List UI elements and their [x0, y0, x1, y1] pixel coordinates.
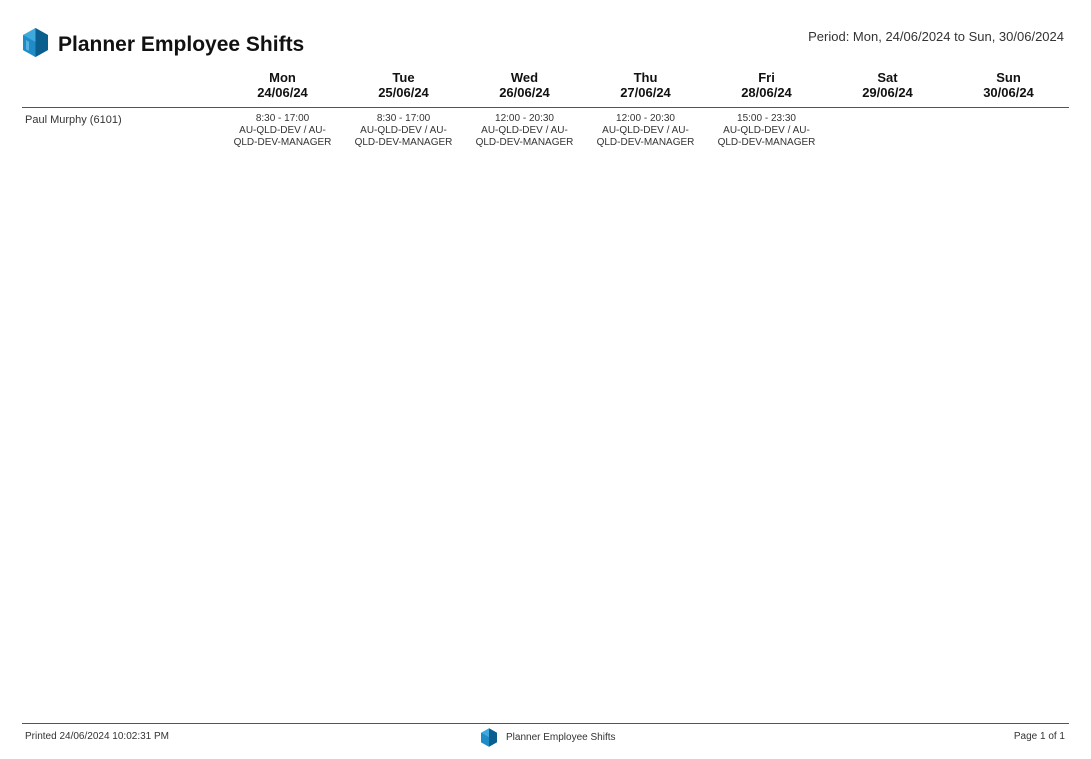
days-header: Mon 24/06/24 Tue 25/06/24 Wed 26/06/24 T…	[222, 70, 1069, 102]
shift-cell-sun	[948, 113, 1069, 149]
shift-time: 12:00 - 20:30	[495, 113, 554, 124]
shift-cell-mon: 8:30 - 17:00 AU-QLD-DEV / AU- QLD-DEV-MA…	[222, 113, 343, 149]
day-name: Sun	[996, 70, 1021, 85]
day-date: 30/06/24	[983, 85, 1034, 100]
shift-role: AU-QLD-DEV / AU-	[360, 125, 447, 136]
shift-cell-wed: 12:00 - 20:30 AU-QLD-DEV / AU- QLD-DEV-M…	[464, 113, 585, 149]
shift-role: AU-QLD-DEV / AU-	[723, 125, 810, 136]
day-name: Fri	[758, 70, 775, 85]
day-header-tue: Tue 25/06/24	[343, 70, 464, 102]
day-header-thu: Thu 27/06/24	[585, 70, 706, 102]
header-divider	[22, 107, 1069, 108]
shift-time: 8:30 - 17:00	[255, 113, 310, 124]
day-name: Thu	[633, 70, 658, 85]
shift-cell-fri: 15:00 - 23:30 AU-QLD-DEV / AU- QLD-DEV-M…	[706, 113, 827, 149]
shift-cell-tue: 8:30 - 17:00 AU-QLD-DEV / AU- QLD-DEV-MA…	[343, 113, 464, 149]
report-title: Planner Employee Shifts	[58, 33, 305, 56]
shift-role: QLD-DEV-MANAGER	[717, 137, 816, 148]
shift-role: QLD-DEV-MANAGER	[475, 137, 574, 148]
shift-role: AU-QLD-DEV / AU-	[239, 125, 326, 136]
shift-role: AU-QLD-DEV / AU-	[602, 125, 689, 136]
day-name: Mon	[269, 70, 296, 85]
day-date: 26/06/24	[499, 85, 550, 100]
day-date: 27/06/24	[620, 85, 671, 100]
day-header-sun: Sun 30/06/24	[948, 70, 1069, 102]
day-date: 28/06/24	[741, 85, 792, 100]
shift-role: QLD-DEV-MANAGER	[354, 137, 453, 148]
shift-cell-sat	[827, 113, 948, 149]
day-date: 24/06/24	[257, 85, 308, 100]
employee-row: Paul Murphy (6101) 8:30 - 17:00 AU-QLD-D…	[22, 113, 1069, 158]
shift-role: QLD-DEV-MANAGER	[596, 137, 695, 148]
day-date: 29/06/24	[862, 85, 913, 100]
page-number: Page 1 of 1	[1013, 731, 1065, 742]
footer-divider	[22, 723, 1069, 724]
day-name: Wed	[510, 70, 539, 85]
footer-title: Planner Employee Shifts	[506, 731, 616, 743]
day-header-wed: Wed 26/06/24	[464, 70, 585, 102]
shift-time: 8:30 - 17:00	[376, 113, 431, 124]
shift-role: QLD-DEV-MANAGER	[233, 137, 332, 148]
printed-timestamp: Printed 24/06/2024 10:02:31 PM	[25, 731, 169, 742]
shift-time: 15:00 - 23:30	[737, 113, 796, 124]
period-range: Period: Mon, 24/06/2024 to Sun, 30/06/20…	[808, 29, 1064, 44]
day-header-mon: Mon 24/06/24	[222, 70, 343, 102]
employee-name: Paul Murphy (6101)	[25, 114, 122, 126]
day-name: Sat	[877, 70, 898, 85]
day-date: 25/06/24	[378, 85, 429, 100]
cube-logo-icon	[481, 727, 497, 747]
shift-cells: 8:30 - 17:00 AU-QLD-DEV / AU- QLD-DEV-MA…	[222, 113, 1069, 149]
footer-title-block: Planner Employee Shifts	[481, 727, 616, 747]
shift-time: 12:00 - 20:30	[616, 113, 675, 124]
day-header-sat: Sat 29/06/24	[827, 70, 948, 102]
cube-logo-icon	[23, 28, 48, 57]
shift-cell-thu: 12:00 - 20:30 AU-QLD-DEV / AU- QLD-DEV-M…	[585, 113, 706, 149]
shift-role: AU-QLD-DEV / AU-	[481, 125, 568, 136]
day-name: Tue	[392, 70, 415, 85]
day-header-fri: Fri 28/06/24	[706, 70, 827, 102]
